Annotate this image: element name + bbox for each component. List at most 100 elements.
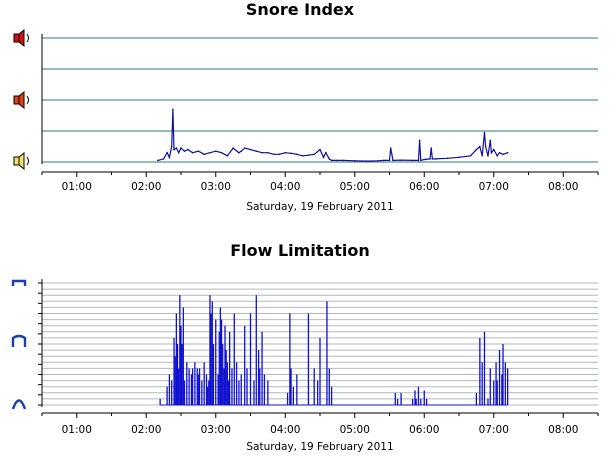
flow-flat-icon bbox=[11, 279, 27, 286]
snore-data-point bbox=[411, 159, 414, 162]
snore-data-point bbox=[483, 131, 486, 134]
snore-x-tick-label: 04:00 bbox=[270, 181, 300, 193]
snore-data-point bbox=[249, 148, 252, 151]
snore-data-point bbox=[458, 156, 460, 159]
snore-data-point bbox=[238, 151, 240, 154]
flow-x-tick-label: 01:00 bbox=[62, 424, 92, 436]
snore-data-point bbox=[330, 159, 333, 162]
flow-x-tick-label: 02:00 bbox=[131, 424, 161, 436]
snore-data-point bbox=[168, 156, 171, 159]
snore-data-point bbox=[388, 159, 391, 162]
snore-data-point bbox=[197, 150, 200, 152]
snore-x-tick-label: 05:00 bbox=[340, 181, 370, 193]
flow-x-tick-label: 07:00 bbox=[479, 424, 509, 436]
snore-date-label: Saturday, 19 February 2011 bbox=[246, 201, 394, 213]
snore-data-point bbox=[232, 147, 234, 149]
snore-chart-title: Snore Index bbox=[245, 0, 355, 19]
snore-medium-icon bbox=[13, 90, 29, 110]
snore-data-point bbox=[170, 145, 173, 148]
snore-data-point bbox=[484, 145, 487, 148]
snore-x-tick-label: 02:00 bbox=[131, 181, 161, 193]
snore-high-icon bbox=[13, 28, 29, 48]
flow-normal-icon bbox=[11, 399, 27, 410]
snore-data-point bbox=[296, 153, 298, 156]
snore-data-point bbox=[498, 151, 501, 154]
snore-data-point bbox=[209, 151, 211, 154]
snore-data-point bbox=[489, 139, 492, 142]
snore-data-point bbox=[290, 152, 292, 155]
flow-chart-title: Flow Limitation bbox=[230, 241, 370, 260]
snore-data-point bbox=[382, 159, 385, 162]
snore-data-point bbox=[423, 158, 426, 161]
snore-data-point bbox=[365, 160, 368, 162]
snore-data-point bbox=[243, 147, 246, 149]
snore-data-point bbox=[496, 155, 499, 157]
snore-data-point bbox=[173, 148, 175, 151]
snore-data-point bbox=[419, 159, 422, 162]
snore-data-point bbox=[506, 151, 509, 154]
snore-data-point bbox=[166, 151, 168, 154]
flow-x-tick-label: 05:00 bbox=[340, 424, 370, 436]
snore-x-tick-label: 07:00 bbox=[479, 181, 509, 193]
snore-data-point bbox=[157, 159, 159, 162]
snore-x-tick-label: 08:00 bbox=[548, 181, 578, 193]
snore-data-point bbox=[475, 148, 478, 151]
snore-data-point bbox=[479, 145, 481, 148]
snore-data-point bbox=[481, 155, 483, 157]
snore-data-point bbox=[400, 159, 402, 161]
snore-data-point bbox=[417, 159, 420, 162]
snore-data-point bbox=[430, 147, 433, 149]
snore-data-point bbox=[177, 151, 180, 154]
snore-data-point bbox=[220, 151, 223, 154]
flow-x-tick-label: 06:00 bbox=[409, 424, 439, 436]
snore-data-point bbox=[431, 158, 434, 160]
snore-data-point bbox=[191, 151, 194, 154]
flow-x-tick-label: 03:00 bbox=[201, 424, 231, 436]
snore-data-point bbox=[255, 150, 258, 152]
flow-date-label: Saturday, 19 February 2011 bbox=[246, 441, 394, 453]
snore-data-point bbox=[240, 150, 243, 152]
snore-data-point bbox=[180, 147, 182, 149]
snore-data-point bbox=[492, 148, 495, 151]
snore-data-point bbox=[353, 159, 356, 162]
snore-data-point bbox=[429, 158, 431, 160]
snore-data-point bbox=[226, 155, 229, 157]
snore-data-point bbox=[278, 153, 281, 156]
snore-data-point bbox=[322, 156, 325, 159]
snore-x-tick-label: 01:00 bbox=[62, 181, 92, 193]
snore-data-point bbox=[336, 159, 339, 162]
snore-data-point bbox=[435, 158, 437, 160]
flow-x-tick-label: 04:00 bbox=[270, 424, 300, 436]
snore-data-point bbox=[502, 153, 504, 156]
snore-data-point bbox=[162, 158, 165, 160]
snore-low-icon bbox=[13, 151, 29, 171]
snore-data-point bbox=[272, 153, 275, 156]
snore-data-point bbox=[261, 151, 263, 154]
snore-data-point bbox=[313, 153, 316, 156]
snore-data-point bbox=[214, 150, 217, 152]
snore-data-point bbox=[203, 153, 205, 156]
snore-data-point bbox=[490, 151, 493, 154]
snore-x-tick-label: 03:00 bbox=[201, 181, 231, 193]
snore-data-point bbox=[418, 139, 421, 142]
snore-data-point bbox=[183, 150, 186, 152]
snore-data-point bbox=[377, 159, 379, 162]
snore-data-point bbox=[307, 154, 310, 156]
snore-data-point bbox=[319, 148, 321, 151]
snore-data-point bbox=[175, 147, 178, 149]
snore-data-point bbox=[267, 151, 269, 154]
flow-partial-icon bbox=[11, 334, 27, 347]
snore-data-point bbox=[172, 108, 174, 111]
snore-data-point bbox=[389, 147, 392, 149]
snore-data-point bbox=[187, 148, 189, 151]
snore-data-point bbox=[487, 155, 489, 157]
snore-data-point bbox=[469, 155, 472, 157]
snore-data-point bbox=[328, 158, 331, 160]
snore-x-tick-label: 06:00 bbox=[409, 181, 439, 193]
snore-data-point bbox=[392, 159, 394, 162]
snore-data-point bbox=[446, 157, 449, 160]
flow-x-tick-label: 08:00 bbox=[548, 424, 578, 436]
snore-data-point bbox=[342, 159, 344, 162]
snore-data-point bbox=[301, 155, 304, 157]
